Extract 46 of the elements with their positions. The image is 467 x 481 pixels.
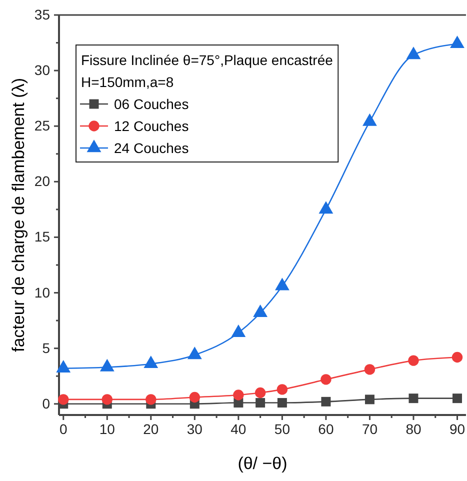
point [102,394,112,405]
point [406,46,421,60]
y-axis-title: facteur de charge de flambement (λ) [9,78,28,352]
point [277,398,287,408]
point [274,278,290,290]
point [452,352,463,363]
y-tick-label: 10 [34,284,50,300]
x-tick-label: 70 [362,420,378,437]
x-tick-label: 40 [230,420,246,437]
point [146,394,156,405]
point [233,390,244,400]
y-tick-label: 15 [34,228,50,245]
x-tick-label: 30 [186,420,203,437]
point [452,394,462,404]
point [256,398,266,408]
point [321,396,331,406]
x-tick-label: 50 [274,420,290,437]
y-tick-label: 25 [34,118,50,134]
x-tick-label: 10 [99,420,116,437]
x-tick-label: 90 [449,420,466,437]
point [364,364,376,375]
point [318,201,334,214]
point [362,113,377,126]
point [58,394,69,405]
point [408,355,419,366]
legend-label: 12 Couches [114,118,189,134]
point [276,384,288,395]
x-tick-label: 80 [406,420,422,437]
x-tick-label: 0 [59,420,68,437]
point [320,374,332,385]
y-tick-label: 30 [34,62,50,78]
legend-label: 06 Couches [114,96,189,112]
x-tick-label: 20 [143,420,159,437]
y-tick-label: 0 [42,395,50,412]
point [189,392,200,403]
point [408,394,418,404]
legend-label: 24 Couches [114,140,189,156]
y-tick-label: 35 [34,6,50,22]
x-axis-title: (θ/ −θ) [238,454,288,473]
point [364,394,374,404]
legend-title: Fissure Inclinée θ=75°,Plaque encastrée H=150mm,a=8 [81,52,334,90]
x-tick-label: 60 [318,420,334,437]
point [254,387,266,398]
y-tick-label: 5 [42,340,50,356]
y-tick-label: 20 [34,173,50,190]
point [450,36,464,48]
